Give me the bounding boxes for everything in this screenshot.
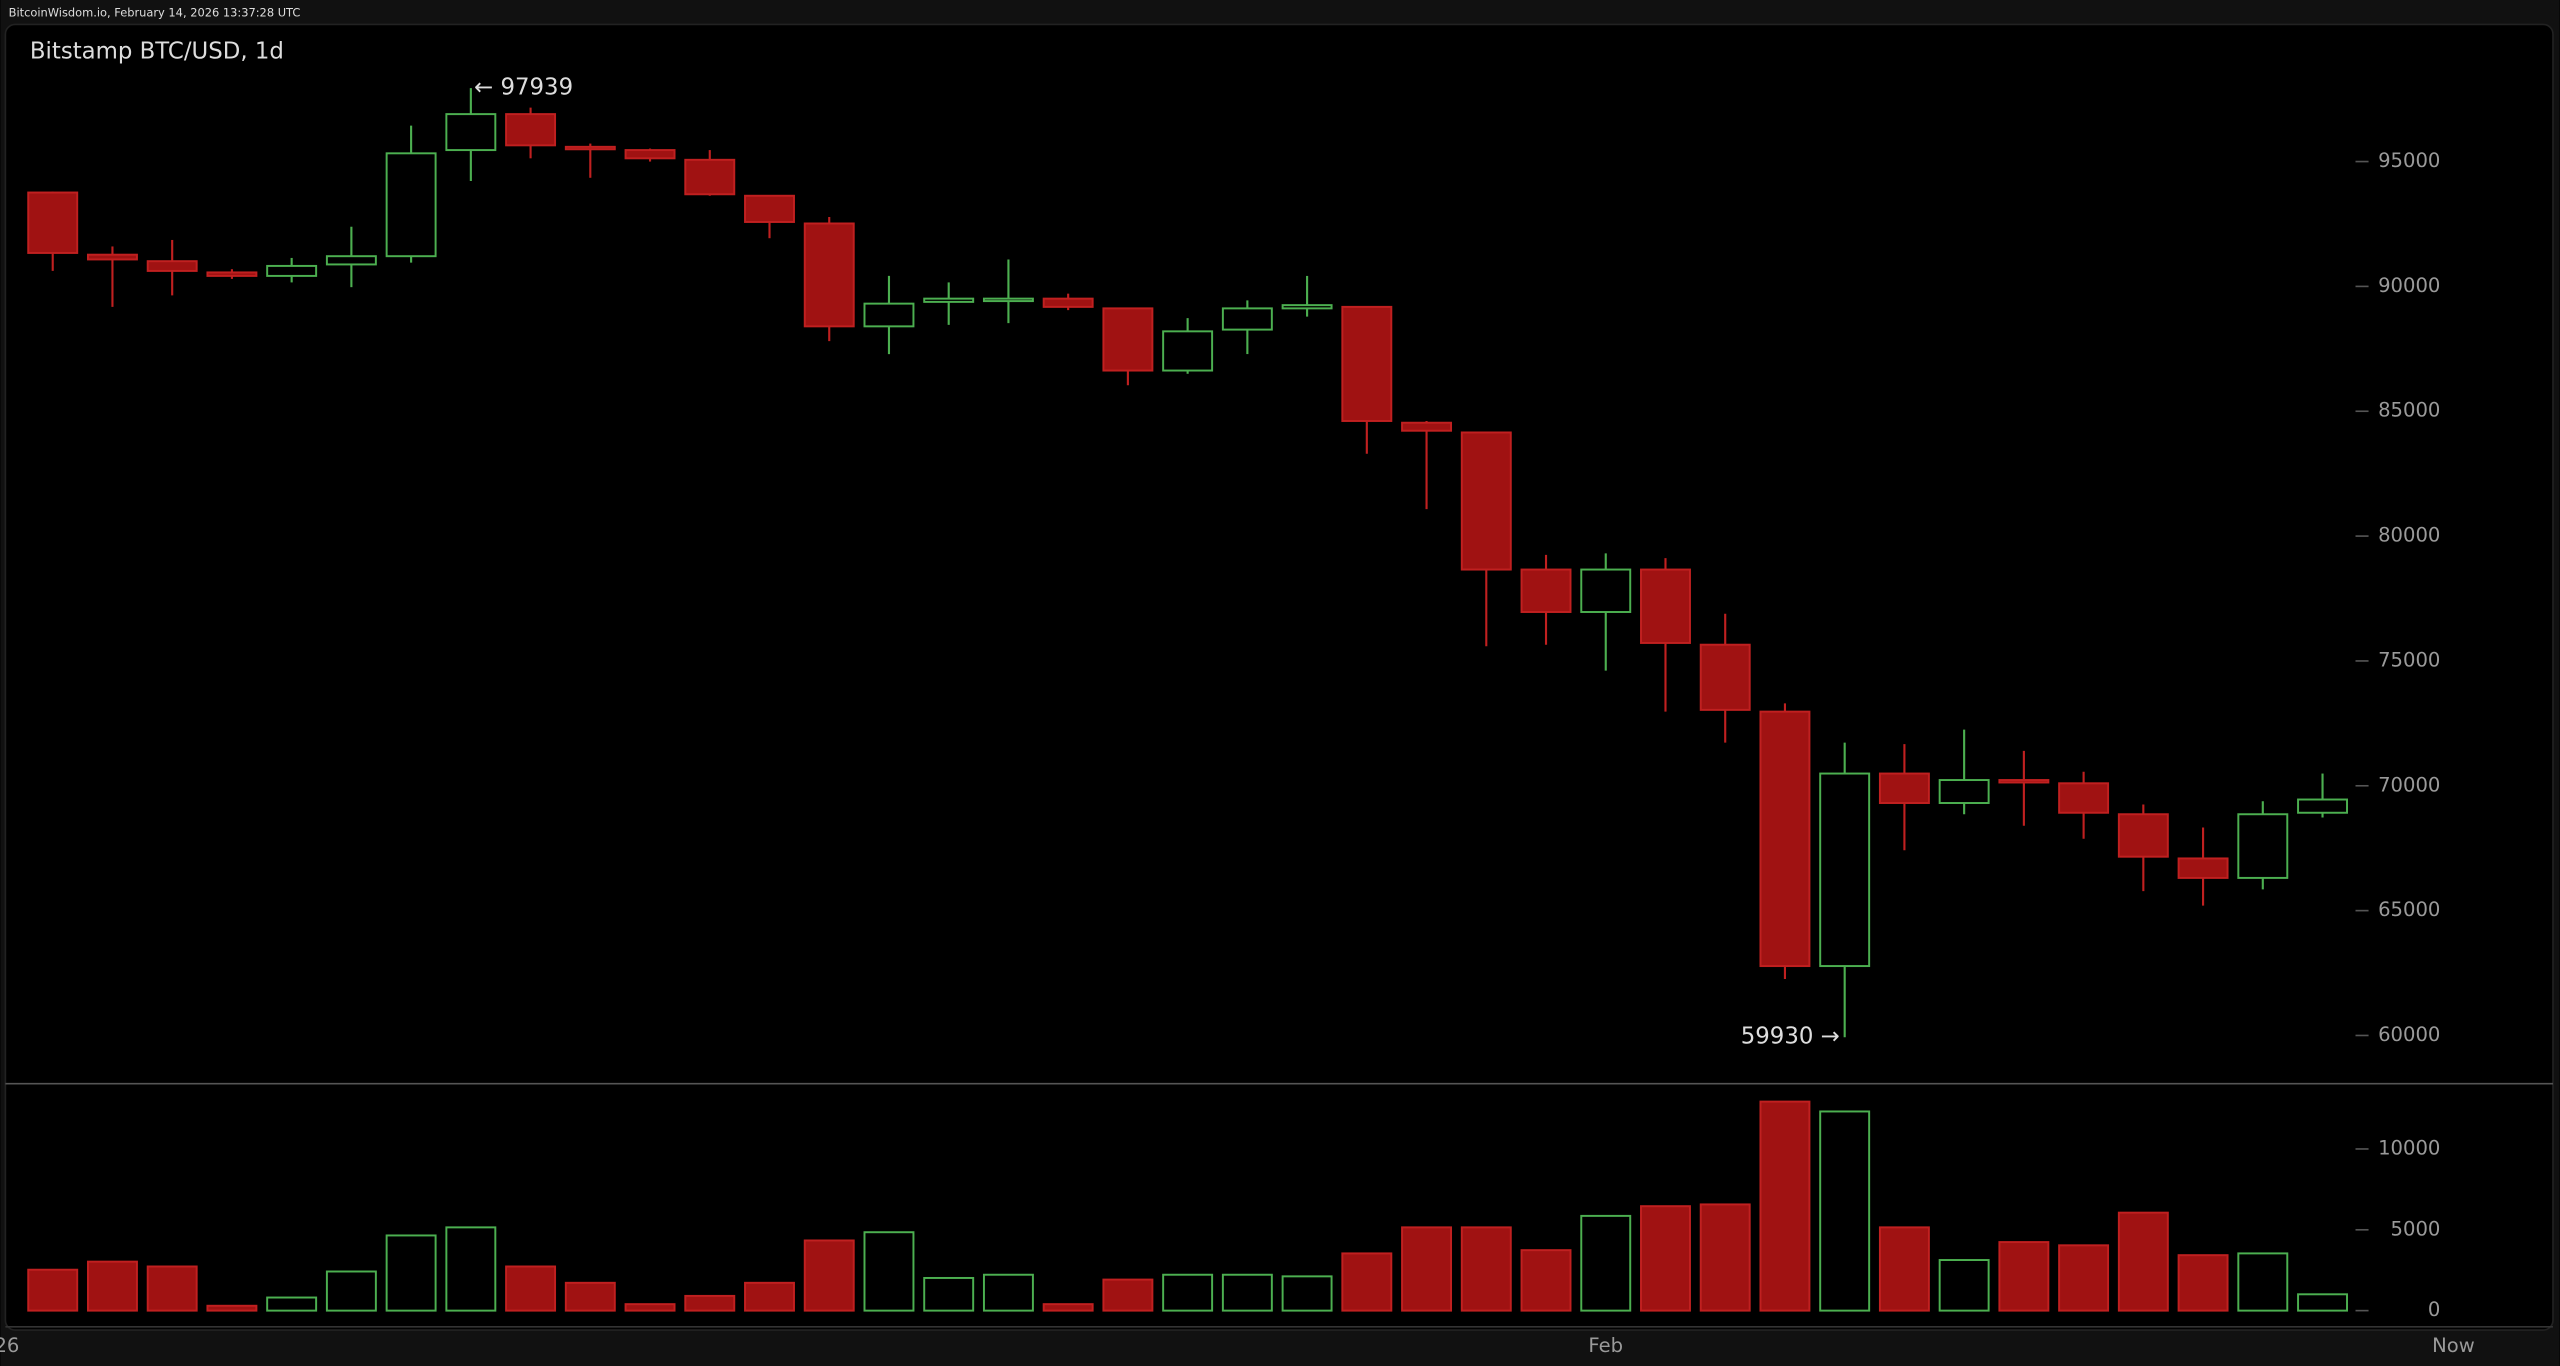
volume-bar bbox=[1102, 1278, 1154, 1312]
volume-bar bbox=[505, 1265, 557, 1312]
candle-body bbox=[2177, 857, 2229, 879]
y-tick-label: 95000 bbox=[2378, 149, 2440, 172]
candle-body bbox=[1281, 304, 1333, 310]
volume-bar bbox=[1042, 1303, 1094, 1312]
y-tick-label: 85000 bbox=[2378, 399, 2440, 422]
volume-bar bbox=[206, 1304, 258, 1312]
volume-bar bbox=[684, 1294, 736, 1312]
candle-body bbox=[445, 113, 497, 152]
volume-bar bbox=[923, 1276, 975, 1312]
candle-body bbox=[146, 260, 198, 272]
volume-bar bbox=[982, 1273, 1034, 1312]
candle-body bbox=[923, 297, 975, 303]
chart-title: Bitstamp BTC/USD, 1d bbox=[30, 39, 284, 65]
volume-bar bbox=[1281, 1275, 1333, 1312]
candle-body bbox=[266, 264, 318, 277]
candle-body bbox=[1640, 568, 1691, 644]
candle-body bbox=[744, 194, 795, 223]
volume-bar bbox=[1460, 1226, 1512, 1312]
candle-body bbox=[1819, 772, 1871, 968]
volume-bar bbox=[1221, 1273, 1273, 1312]
candle-body bbox=[2058, 782, 2110, 814]
volume-bar bbox=[1699, 1203, 1751, 1312]
volume-bar bbox=[624, 1303, 676, 1312]
volume-bar bbox=[1341, 1252, 1393, 1312]
volume-bar bbox=[1759, 1100, 1811, 1312]
volume-bar bbox=[1938, 1259, 1990, 1312]
volume-bar bbox=[1819, 1110, 1871, 1312]
volume-bar bbox=[744, 1281, 795, 1312]
candle-body bbox=[206, 271, 258, 277]
volume-bar bbox=[325, 1270, 377, 1312]
candle-body bbox=[564, 145, 616, 151]
y-tick-label: 65000 bbox=[2378, 898, 2440, 921]
candle-body bbox=[982, 297, 1034, 303]
volume-bar bbox=[1640, 1205, 1691, 1312]
volume-bar bbox=[1401, 1226, 1453, 1312]
volume-bar bbox=[86, 1260, 138, 1312]
volume-bar bbox=[564, 1281, 616, 1312]
volume-bar bbox=[2237, 1252, 2289, 1312]
volume-bar bbox=[1878, 1226, 1930, 1312]
candle-body bbox=[1221, 307, 1273, 331]
candle-body bbox=[1460, 431, 1512, 571]
volume-bar bbox=[445, 1226, 497, 1312]
candle-body bbox=[505, 113, 557, 147]
candle-body bbox=[2297, 798, 2348, 814]
y-tick-label: 10000 bbox=[2378, 1136, 2440, 1159]
y-tick-label: 60000 bbox=[2378, 1023, 2440, 1046]
candle-body bbox=[1102, 307, 1154, 372]
volume-bar bbox=[1998, 1241, 2050, 1312]
candle-body bbox=[1401, 421, 1453, 432]
candle-body bbox=[2237, 813, 2289, 879]
candle-body bbox=[325, 255, 377, 266]
y-tick-label: 70000 bbox=[2378, 773, 2440, 796]
candle-body bbox=[86, 253, 138, 261]
candle-body bbox=[1580, 568, 1632, 613]
y-tick-label: 90000 bbox=[2378, 274, 2440, 297]
y-tick-label: 75000 bbox=[2378, 648, 2440, 671]
candle-body bbox=[1341, 305, 1393, 422]
volume-bar bbox=[863, 1231, 915, 1312]
y-tick-label: 5000 bbox=[2391, 1217, 2441, 1240]
candle-body bbox=[1938, 779, 1990, 804]
x-tick-label: Feb bbox=[1588, 1334, 1623, 1357]
candle-body bbox=[385, 152, 437, 258]
candle-body bbox=[1042, 297, 1094, 308]
annotation: ← 97939 bbox=[474, 75, 573, 101]
volume-bar bbox=[2117, 1211, 2169, 1312]
candle-body bbox=[1699, 643, 1751, 711]
candle-body bbox=[684, 158, 736, 196]
panel bbox=[4, 23, 2554, 1331]
volume-bar bbox=[266, 1296, 318, 1312]
volume-bar bbox=[1520, 1249, 1572, 1312]
candle-body bbox=[27, 191, 79, 254]
candle-body bbox=[624, 149, 676, 160]
candle-body bbox=[1162, 330, 1214, 372]
candle-body bbox=[1878, 772, 1930, 804]
x-edge-label: Now bbox=[2432, 1334, 2475, 1357]
candle-body bbox=[863, 302, 915, 328]
volume-bar bbox=[2177, 1254, 2229, 1312]
header: BitcoinWisdom.io, February 14, 2026 13:3… bbox=[9, 6, 301, 20]
volume-bar bbox=[803, 1239, 855, 1312]
y-tick-label: 0 bbox=[2428, 1298, 2440, 1321]
x-edge-label: '26 bbox=[0, 1334, 19, 1357]
volume-bar bbox=[1580, 1214, 1632, 1312]
candle-body bbox=[1759, 710, 1811, 968]
y-tick-label: 80000 bbox=[2378, 524, 2440, 547]
volume-bar bbox=[2058, 1244, 2110, 1312]
volume-bar bbox=[385, 1234, 437, 1312]
volume-bar bbox=[1162, 1273, 1214, 1312]
candle-body bbox=[803, 222, 855, 328]
volume-bar bbox=[2297, 1293, 2348, 1312]
candle-body bbox=[1998, 779, 2050, 784]
candle-body bbox=[2117, 813, 2169, 858]
annotation: 59930 → bbox=[1741, 1024, 1840, 1050]
volume-bar bbox=[146, 1265, 198, 1312]
candle-body bbox=[1520, 568, 1572, 613]
volume-bar bbox=[27, 1268, 79, 1312]
